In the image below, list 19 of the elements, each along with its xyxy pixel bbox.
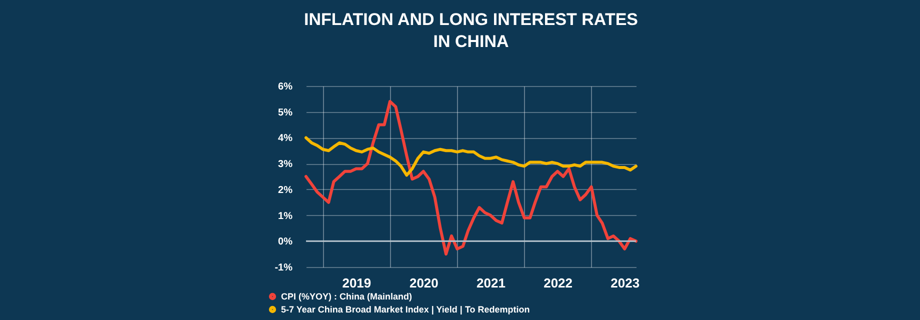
x-tick-label: 2023 <box>610 276 640 290</box>
y-tick-label: -1% <box>274 262 293 274</box>
x-tick-label: 2021 <box>476 276 506 290</box>
y-tick-label: 1% <box>278 210 293 222</box>
legend-label: 5-7 Year China Broad Market Index | Yield | To Redemption <box>281 304 530 314</box>
line-series <box>304 136 638 177</box>
x-tick-label: 2020 <box>409 276 438 290</box>
text: INFLATION AND LONG INTEREST RATES <box>304 10 638 29</box>
y-tick-label: 4% <box>278 133 293 144</box>
line-series <box>304 100 638 256</box>
text: IN CHINA <box>433 32 509 51</box>
y-tick-label: 2% <box>278 184 293 196</box>
y-tick-label: 6% <box>278 82 293 92</box>
y-tick-label: 0% <box>278 236 293 248</box>
y-tick-label: 3% <box>278 159 293 170</box>
x-tick-label: 2022 <box>544 276 573 290</box>
legend-label: CPI (%YOY) : China (Mainland) <box>281 292 412 302</box>
y-tick-label: 5% <box>278 107 293 118</box>
x-tick-label: 2019 <box>342 276 372 290</box>
